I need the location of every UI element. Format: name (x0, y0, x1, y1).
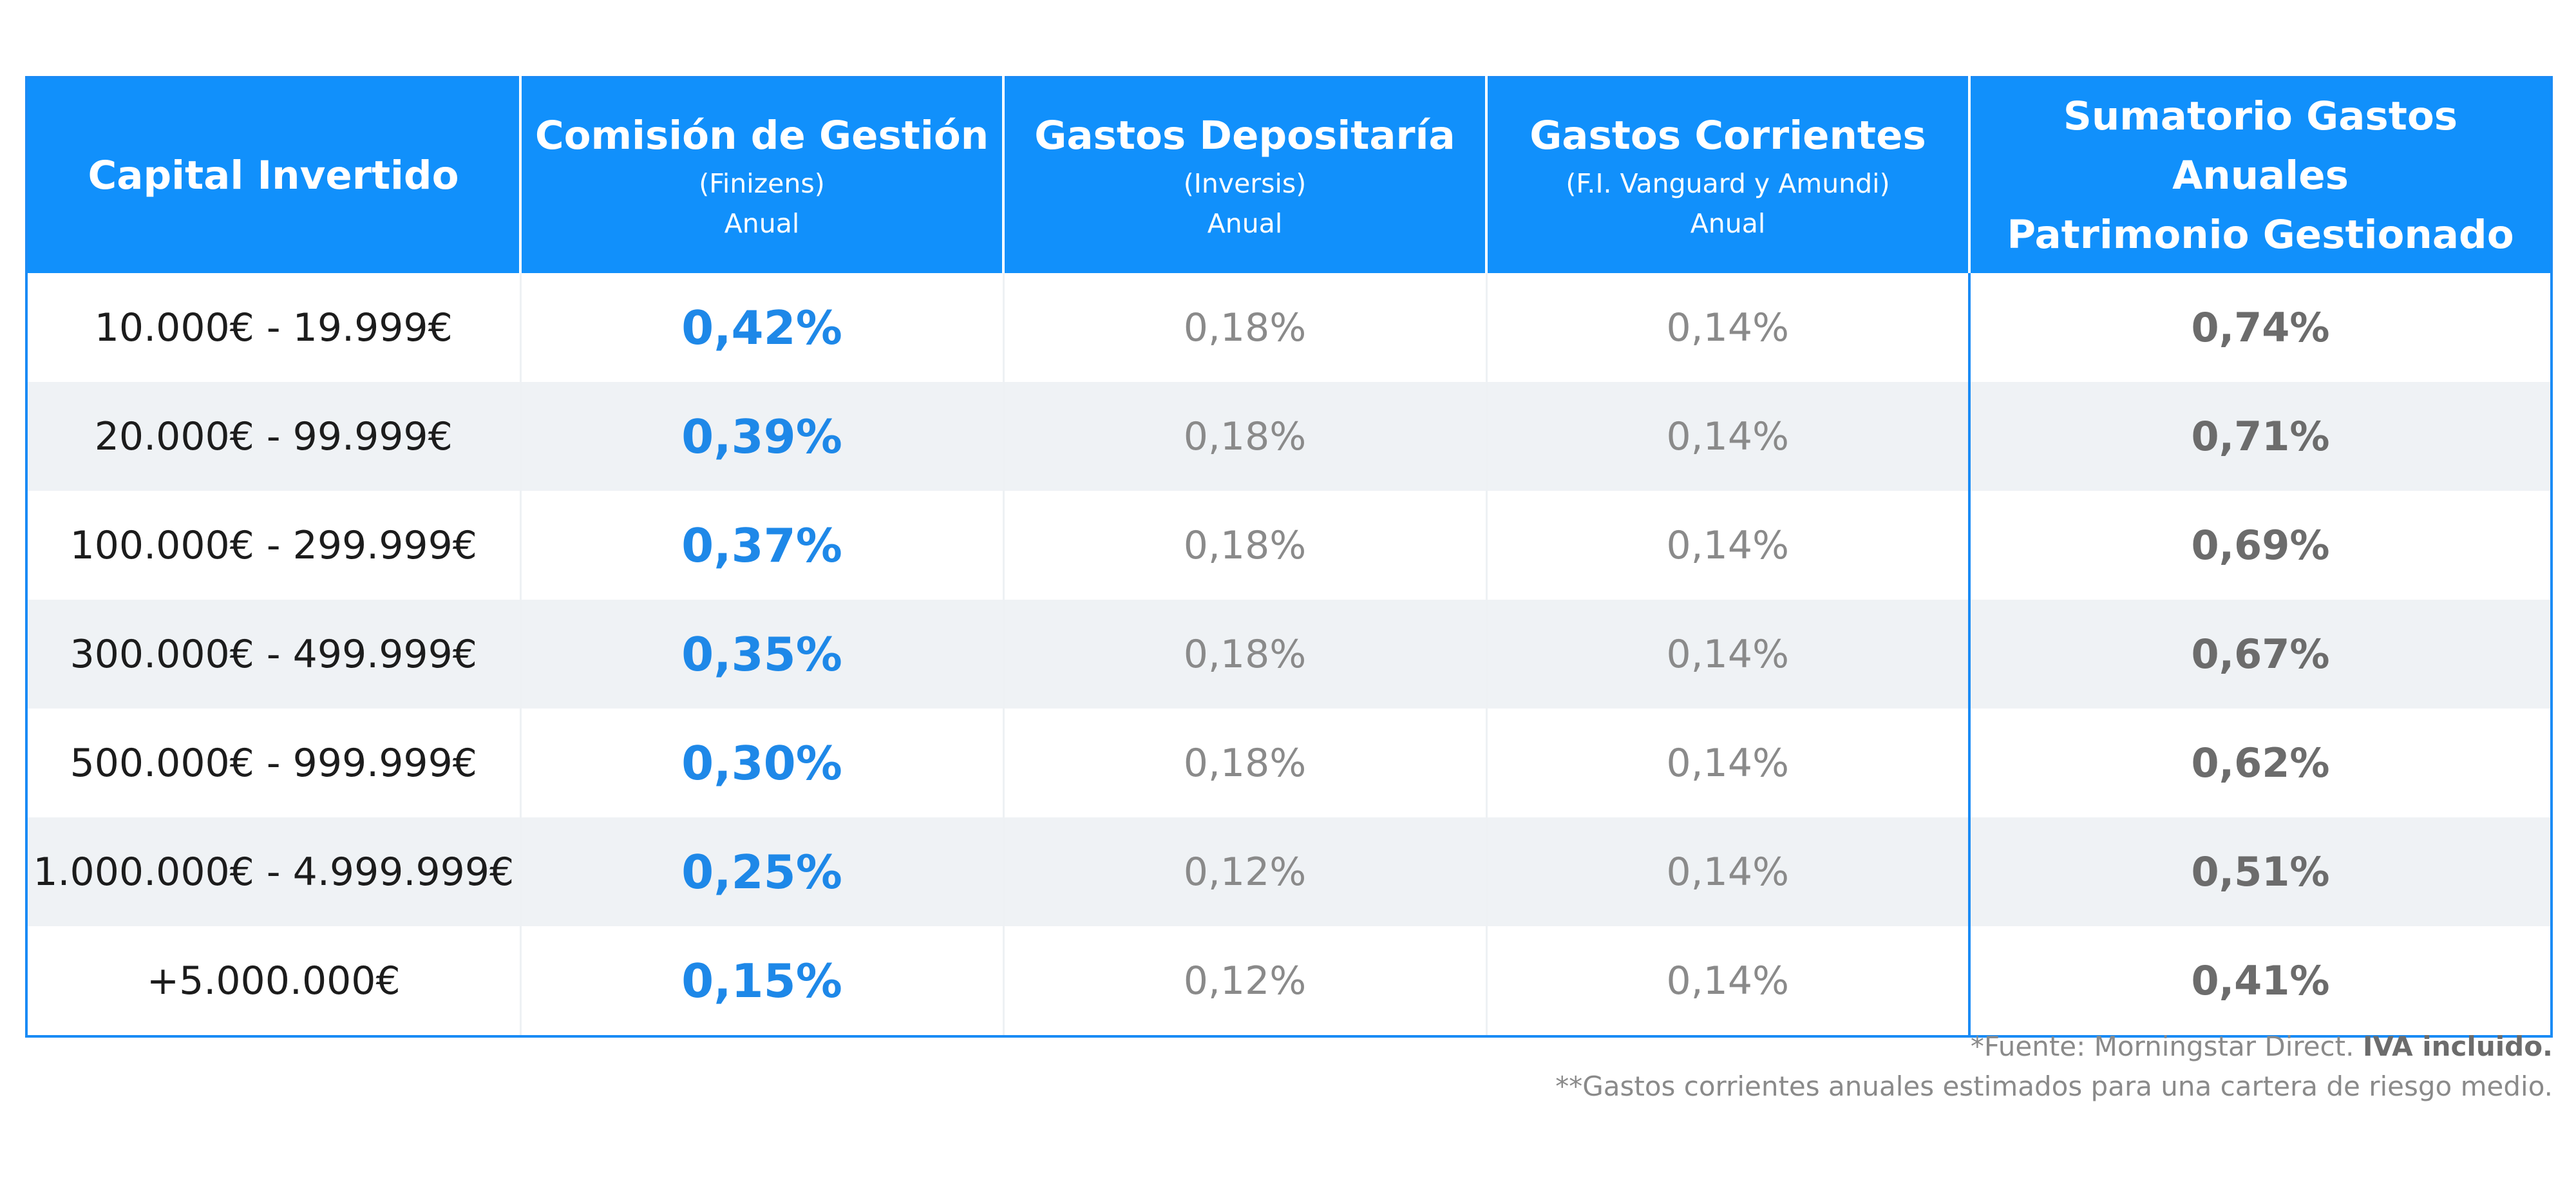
header-title-line2: Patrimonio Gestionado (2007, 212, 2514, 258)
sumatorio-cell: 0,62% (1968, 709, 2552, 817)
header-subtitle: (Finizens) (699, 168, 825, 199)
corrientes-cell: 0,14% (1485, 382, 1969, 491)
footnote-gastos-corrientes: **Gastos corrientes anuales estimados pa… (1555, 1071, 2553, 1102)
table-header: Capital Invertido Comisión de Gestión (F… (26, 77, 2552, 273)
header-capital-invertido: Capital Invertido (26, 77, 520, 273)
comision-cell: 0,15% (519, 926, 1003, 1036)
depositaria-cell: 0,18% (1002, 382, 1486, 491)
depositaria-cell: 0,12% (1002, 817, 1486, 926)
table-body: 10.000€ - 19.999€ 0,42% 0,18% 0,14% 0,74… (26, 273, 2552, 1036)
footnotes: *Fuente: Morningstar Direct. IVA incluid… (1555, 1027, 2553, 1107)
header-gastos-corrientes: Gastos Corrientes (F.I. Vanguard y Amund… (1485, 77, 1969, 273)
capital-cell: 1.000.000€ - 4.999.999€ (26, 817, 520, 926)
capital-cell: 300.000€ - 499.999€ (26, 600, 520, 709)
comision-cell: 0,25% (519, 817, 1003, 926)
table-row: 500.000€ - 999.999€ 0,30% 0,18% 0,14% 0,… (26, 709, 2552, 817)
sumatorio-cell: 0,74% (1968, 273, 2552, 382)
header-subtitle: (F.I. Vanguard y Amundi) (1566, 168, 1890, 199)
header-sumatorio-gastos: Sumatorio Gastos Anuales Patrimonio Gest… (1968, 77, 2552, 273)
table-row: 300.000€ - 499.999€ 0,35% 0,18% 0,14% 0,… (26, 600, 2552, 709)
capital-cell: 10.000€ - 19.999€ (26, 273, 520, 382)
capital-cell: 20.000€ - 99.999€ (26, 382, 520, 491)
footnote-source-text: *Fuente: Morningstar Direct. (1970, 1031, 2363, 1062)
corrientes-cell: 0,14% (1485, 600, 1969, 709)
corrientes-cell: 0,14% (1485, 926, 1969, 1036)
table-row: 1.000.000€ - 4.999.999€ 0,25% 0,12% 0,14… (26, 817, 2552, 926)
header-title: Comisión de Gestión (535, 113, 989, 158)
depositaria-cell: 0,18% (1002, 600, 1486, 709)
capital-cell: 100.000€ - 299.999€ (26, 491, 520, 600)
header-title: Capital Invertido (88, 153, 459, 198)
table-row: 10.000€ - 19.999€ 0,42% 0,18% 0,14% 0,74… (26, 273, 2552, 382)
header-gastos-depositaria: Gastos Depositaría (Inversis) Anual (1002, 77, 1486, 273)
header-comision-gestion: Comisión de Gestión (Finizens) Anual (519, 77, 1003, 273)
footnote-iva-included: IVA incluido. (2362, 1031, 2553, 1062)
comision-cell: 0,39% (519, 382, 1003, 491)
sumatorio-cell: 0,67% (1968, 600, 2552, 709)
header-row: Capital Invertido Comisión de Gestión (F… (26, 77, 2552, 273)
comision-cell: 0,35% (519, 600, 1003, 709)
comision-cell: 0,30% (519, 709, 1003, 817)
comision-cell: 0,42% (519, 273, 1003, 382)
depositaria-cell: 0,18% (1002, 491, 1486, 600)
header-period: Anual (1207, 208, 1283, 239)
header-title-line1: Sumatorio Gastos Anuales (2063, 93, 2458, 198)
corrientes-cell: 0,14% (1485, 709, 1969, 817)
sumatorio-cell: 0,71% (1968, 382, 2552, 491)
capital-cell: +5.000.000€ (26, 926, 520, 1036)
corrientes-cell: 0,14% (1485, 491, 1969, 600)
depositaria-cell: 0,18% (1002, 709, 1486, 817)
header-period: Anual (724, 208, 800, 239)
corrientes-cell: 0,14% (1485, 817, 1969, 926)
fee-table: Capital Invertido Comisión de Gestión (F… (25, 76, 2553, 1038)
footnote-source: *Fuente: Morningstar Direct. IVA incluid… (1555, 1027, 2553, 1067)
sumatorio-cell: 0,41% (1968, 926, 2552, 1036)
corrientes-cell: 0,14% (1485, 273, 1969, 382)
depositaria-cell: 0,18% (1002, 273, 1486, 382)
header-subtitle: (Inversis) (1183, 168, 1307, 199)
sumatorio-cell: 0,51% (1968, 817, 2552, 926)
header-title: Gastos Depositaría (1034, 113, 1455, 158)
table-row: 100.000€ - 299.999€ 0,37% 0,18% 0,14% 0,… (26, 491, 2552, 600)
capital-cell: 500.000€ - 999.999€ (26, 709, 520, 817)
table-row: 20.000€ - 99.999€ 0,39% 0,18% 0,14% 0,71… (26, 382, 2552, 491)
comision-cell: 0,37% (519, 491, 1003, 600)
header-title: Gastos Corrientes (1530, 113, 1926, 158)
sumatorio-cell: 0,69% (1968, 491, 2552, 600)
depositaria-cell: 0,12% (1002, 926, 1486, 1036)
table-row: +5.000.000€ 0,15% 0,12% 0,14% 0,41% (26, 926, 2552, 1036)
header-period: Anual (1690, 208, 1766, 239)
